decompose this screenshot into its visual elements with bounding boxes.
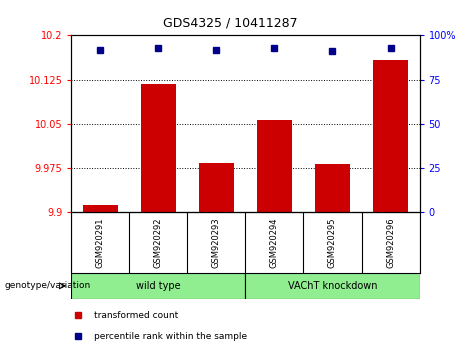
Text: wild type: wild type — [136, 281, 181, 291]
Bar — [141, 84, 176, 212]
Bar — [83, 205, 118, 212]
Text: GDS4325 / 10411287: GDS4325 / 10411287 — [163, 17, 298, 29]
Bar — [245, 273, 420, 299]
Text: VAChT knockdown: VAChT knockdown — [288, 281, 377, 291]
Text: GSM920295: GSM920295 — [328, 217, 337, 268]
Text: GSM920292: GSM920292 — [154, 217, 163, 268]
Bar — [315, 164, 350, 212]
Text: percentile rank within the sample: percentile rank within the sample — [94, 332, 247, 341]
Bar — [373, 60, 408, 212]
Bar — [199, 163, 234, 212]
Text: GSM920293: GSM920293 — [212, 217, 221, 268]
Bar — [71, 273, 245, 299]
Text: GSM920291: GSM920291 — [96, 217, 105, 268]
Text: GSM920294: GSM920294 — [270, 217, 279, 268]
Text: genotype/variation: genotype/variation — [5, 281, 91, 290]
Bar — [257, 120, 292, 212]
Text: GSM920296: GSM920296 — [386, 217, 395, 268]
Text: transformed count: transformed count — [94, 310, 178, 320]
